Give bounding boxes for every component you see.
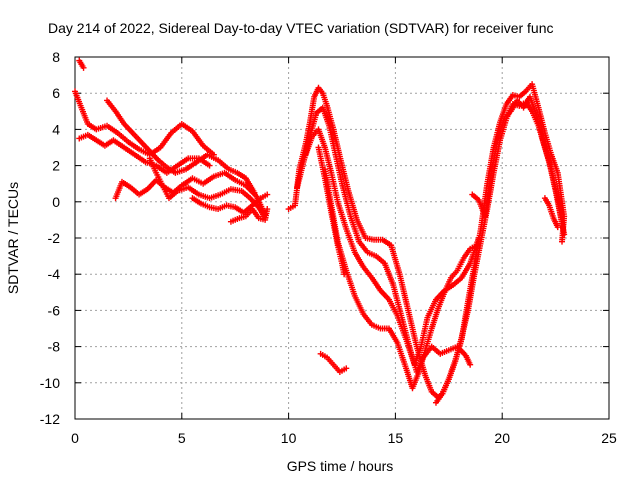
- data-point: [343, 365, 350, 372]
- series-track-11: [302, 126, 482, 368]
- data-point: [559, 238, 566, 245]
- data-point: [264, 206, 271, 213]
- y-tick-label: 0: [52, 194, 60, 210]
- y-axis-label: SDTVAR / TECUs: [5, 182, 21, 294]
- x-tick-label: 25: [601, 430, 617, 446]
- y-tick-label: -10: [40, 375, 60, 391]
- series-track-2: [76, 131, 213, 176]
- y-tick-label: -4: [48, 266, 61, 282]
- x-tick-label: 0: [71, 430, 79, 446]
- y-tick-label: 8: [52, 49, 60, 65]
- x-axis-label: GPS time / hours: [287, 458, 394, 474]
- series-track-1: [72, 88, 217, 158]
- x-tick-label: 15: [388, 430, 404, 446]
- series-track-8: [76, 57, 87, 71]
- y-tick-label: 2: [52, 158, 60, 174]
- axis-ticks: [74, 56, 610, 420]
- data-point: [264, 191, 271, 198]
- y-tick-label: -2: [48, 230, 61, 246]
- data-point: [206, 162, 213, 169]
- y-tick-label: 6: [52, 85, 60, 101]
- series-track-13: [315, 144, 348, 278]
- data-point: [80, 64, 87, 71]
- data-point: [561, 231, 568, 238]
- data-points: [72, 57, 568, 406]
- series-track-14: [317, 350, 350, 375]
- y-tick-label: -6: [48, 302, 61, 318]
- data-point: [473, 242, 480, 249]
- chart-title: Day 214 of 2022, Sidereal Day-to-day VTE…: [48, 20, 554, 36]
- series-track-17: [541, 195, 561, 231]
- y-tick-label: 4: [52, 121, 60, 137]
- data-point: [554, 224, 561, 231]
- data-point: [467, 361, 474, 368]
- y-tick-label: -8: [48, 339, 61, 355]
- series-track-6: [189, 191, 271, 216]
- x-tick-label: 5: [178, 430, 186, 446]
- data-point: [341, 271, 348, 278]
- grid: [75, 57, 609, 419]
- y-tick-labels: -12 -10 -8 -6 -4 -2 0 2 4 6 8: [40, 49, 60, 427]
- series-track-3: [104, 97, 258, 196]
- series-track-16: [469, 93, 566, 227]
- data-point: [559, 220, 566, 227]
- x-tick-label: 10: [281, 430, 297, 446]
- y-tick-label: -12: [40, 411, 60, 427]
- x-tick-label: 20: [494, 430, 510, 446]
- series-track-7: [227, 206, 271, 225]
- x-tick-labels: 0 5 10 15 20 25: [71, 430, 617, 446]
